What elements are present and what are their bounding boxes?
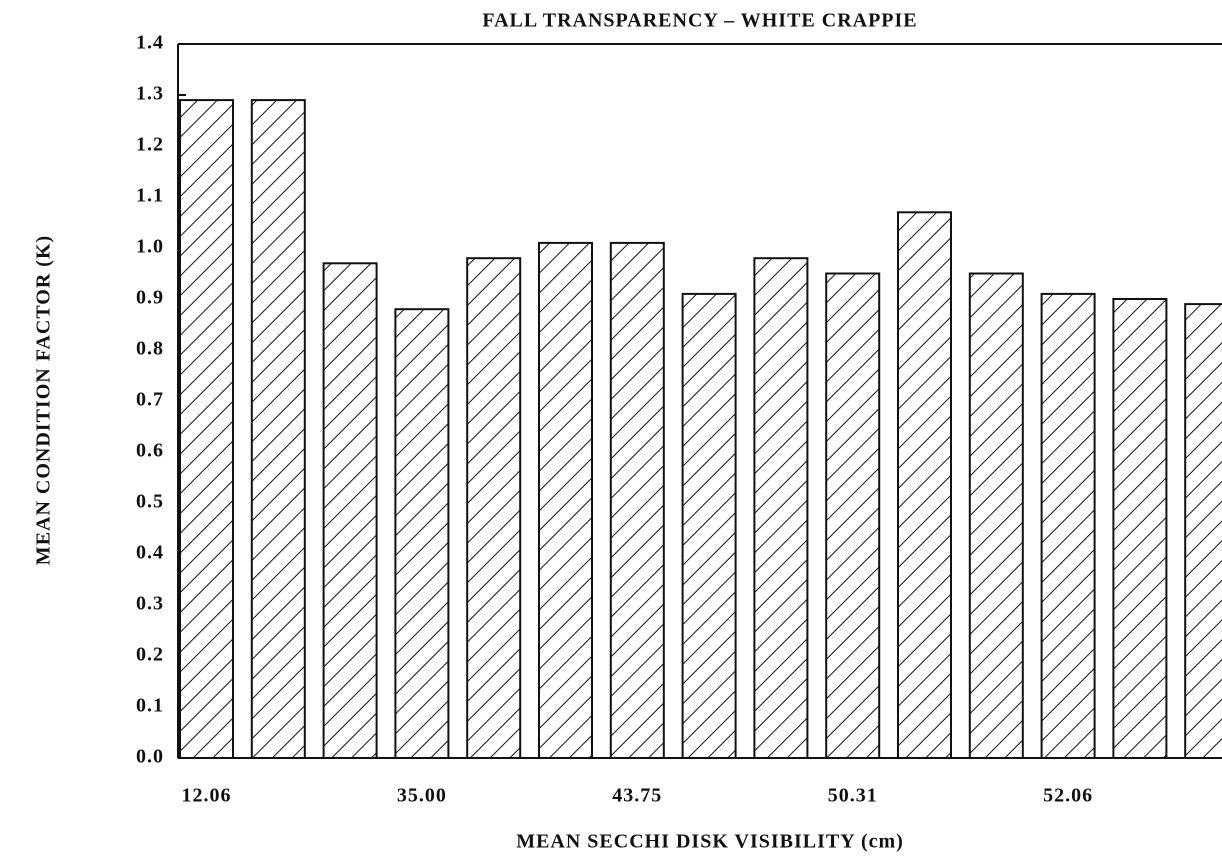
chart-title: FALL TRANSPARENCY – WHITE CRAPPIE bbox=[482, 10, 917, 32]
bar bbox=[1112, 298, 1168, 759]
y-tick-label: 0.5 bbox=[136, 491, 164, 513]
bar bbox=[753, 257, 809, 759]
y-tick-label: 0.4 bbox=[136, 542, 164, 564]
bar bbox=[825, 272, 881, 759]
bar bbox=[322, 262, 378, 759]
bar bbox=[968, 272, 1024, 759]
y-axis-label: MEAN CONDITION FACTOR (K) bbox=[33, 235, 55, 565]
bar bbox=[466, 257, 522, 759]
y-tick-label: 0.8 bbox=[136, 338, 164, 360]
y-tick-label: 0.0 bbox=[136, 746, 164, 768]
x-tick-label: 43.75 bbox=[612, 785, 662, 807]
y-tick-label: 0.2 bbox=[136, 644, 164, 666]
x-tick-label: 35.00 bbox=[397, 785, 447, 807]
bar bbox=[179, 99, 234, 760]
y-tick-label: 1.3 bbox=[136, 83, 164, 105]
bar bbox=[394, 308, 450, 759]
x-tick-label: 50.31 bbox=[828, 785, 878, 807]
y-tick-label: 0.1 bbox=[136, 695, 164, 717]
y-tick-label: 1.1 bbox=[136, 185, 164, 207]
bar bbox=[250, 99, 306, 760]
y-tick-label: 1.2 bbox=[136, 134, 164, 156]
x-tick-label: 52.06 bbox=[1043, 785, 1093, 807]
bar bbox=[538, 241, 593, 759]
y-tick-label: 0.9 bbox=[136, 287, 164, 309]
x-tick-label: 12.06 bbox=[182, 785, 232, 807]
y-tick-label: 0.3 bbox=[136, 593, 164, 615]
bar bbox=[1040, 292, 1096, 759]
y-tick-label: 0.6 bbox=[136, 440, 164, 462]
y-tick-label: 1.0 bbox=[136, 236, 164, 258]
bar bbox=[681, 292, 737, 759]
bar bbox=[609, 241, 665, 759]
x-axis-label: MEAN SECCHI DISK VISIBILITY (cm) bbox=[516, 831, 904, 853]
bar bbox=[897, 211, 952, 760]
bar bbox=[1184, 303, 1222, 759]
y-tick-label: 0.7 bbox=[136, 389, 164, 411]
y-tick-label: 1.4 bbox=[136, 32, 164, 54]
